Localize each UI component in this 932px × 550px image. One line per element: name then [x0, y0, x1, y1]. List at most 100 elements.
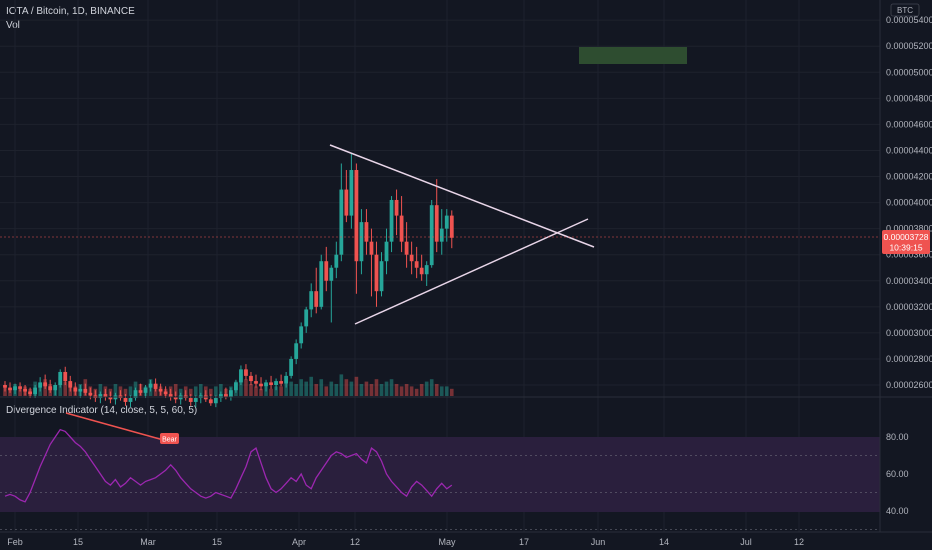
candle-body: [434, 205, 439, 242]
volume-bar: [304, 381, 308, 396]
candle-body: [269, 382, 273, 385]
volume-bar: [254, 386, 258, 396]
volume-bar: [214, 386, 218, 396]
candle-body: [444, 215, 449, 229]
volume-bar: [249, 384, 253, 396]
candle-body: [349, 170, 354, 216]
candle-body: [409, 254, 414, 262]
oscillator-band-lines: [0, 455, 880, 530]
price-tick-label: 0.00005000: [886, 67, 932, 77]
candle-body: [83, 388, 88, 393]
time-axis[interactable]: Feb 15 Mar 15 Apr 12 May 17 Jun 14 Jul 12: [7, 537, 804, 547]
candle-body: [399, 215, 404, 242]
candle-body: [309, 291, 314, 310]
price-tick-label: 0.00003800: [886, 224, 932, 234]
volume-bar: [419, 384, 424, 396]
candle-body: [3, 385, 7, 388]
candles: [3, 153, 454, 408]
volume-bar: [444, 386, 449, 396]
price-tick-label: 0.00004600: [886, 119, 932, 129]
candle-body: [78, 388, 83, 392]
price-badge: 0.00003728 10:39:15: [882, 230, 930, 254]
candle-body: [319, 261, 324, 307]
time-tick-label: Feb: [7, 537, 23, 547]
candle-body: [299, 326, 304, 344]
candle-body: [163, 391, 168, 395]
candle-body: [234, 382, 238, 391]
candle-body: [374, 254, 379, 292]
volume-bar: [198, 384, 203, 396]
candle-body: [148, 383, 153, 388]
volume-bar: [319, 379, 324, 396]
candle-body: [379, 261, 384, 292]
candle-body: [259, 383, 263, 387]
volume-bar: [314, 384, 319, 396]
candle-body: [168, 394, 173, 397]
candle-body: [63, 371, 68, 382]
candle-body: [404, 241, 409, 255]
volume-bar: [409, 386, 414, 396]
price-tick-label: 0.00003400: [886, 276, 932, 286]
candle-body: [439, 228, 444, 242]
candle-body: [359, 222, 364, 262]
bear-signal-badge: Bear: [160, 433, 179, 444]
volume-bar: [294, 384, 298, 396]
volume-bar: [188, 388, 193, 396]
candle-body: [98, 394, 103, 399]
candle-body: [143, 387, 148, 393]
volume-bar: [324, 386, 329, 396]
volume-bar: [399, 386, 404, 396]
volume-bar: [414, 388, 419, 396]
indicator-label: Divergence Indicator (14, close, 5, 5, 6…: [6, 405, 198, 416]
volume-bar: [128, 386, 133, 396]
volume-bar: [339, 374, 344, 396]
volume-bar: [384, 381, 389, 396]
volume-bar: [449, 388, 454, 396]
target-zone: [579, 47, 687, 64]
volume-bar: [63, 381, 68, 396]
time-tick-label: Apr: [292, 537, 306, 547]
volume-bar: [244, 379, 248, 396]
candle-body: [153, 383, 158, 389]
currency-label: BTC: [897, 6, 913, 15]
lower-trendline[interactable]: [354, 218, 589, 325]
candle-body: [18, 386, 22, 389]
candle-body: [289, 358, 294, 376]
candle-body: [33, 387, 38, 395]
price-tick-label: 0.00004800: [886, 93, 932, 103]
volume-bar: [334, 384, 339, 396]
candle-body: [48, 386, 53, 391]
bear-divergence-line: [65, 412, 168, 442]
candle-body: [133, 390, 138, 399]
candle-body: [13, 386, 17, 391]
price-axis[interactable]: 0.00002600 0.00002800 0.00003000 0.00003200…: [886, 15, 932, 390]
candle-body: [384, 241, 389, 262]
candle-body: [73, 387, 78, 392]
candle-body: [264, 382, 268, 387]
candle-body: [213, 398, 218, 404]
candle-body: [294, 343, 299, 359]
time-tick-label: 15: [212, 537, 222, 547]
candle-body: [249, 375, 253, 382]
price-tick-label: 0.00004400: [886, 145, 932, 155]
volume-bar: [269, 388, 273, 396]
volume-bar: [369, 384, 374, 396]
volume-bar: [178, 388, 183, 396]
time-tick-label: May: [438, 537, 456, 547]
candle-body: [58, 371, 63, 385]
upper-trendline[interactable]: [329, 144, 595, 248]
candle-body: [339, 189, 344, 255]
candle-body: [88, 392, 93, 396]
candle-body: [138, 390, 143, 393]
candle-body: [103, 394, 108, 397]
candle-body: [193, 398, 198, 402]
time-tick-label: 15: [73, 537, 83, 547]
candle-body: [244, 369, 248, 376]
candle-body: [8, 387, 12, 391]
candle-body: [123, 398, 128, 402]
candle-body: [314, 291, 319, 307]
candle-body: [208, 399, 213, 404]
oscillator-tick-label: 40.00: [886, 506, 909, 516]
candle-body: [354, 170, 359, 262]
